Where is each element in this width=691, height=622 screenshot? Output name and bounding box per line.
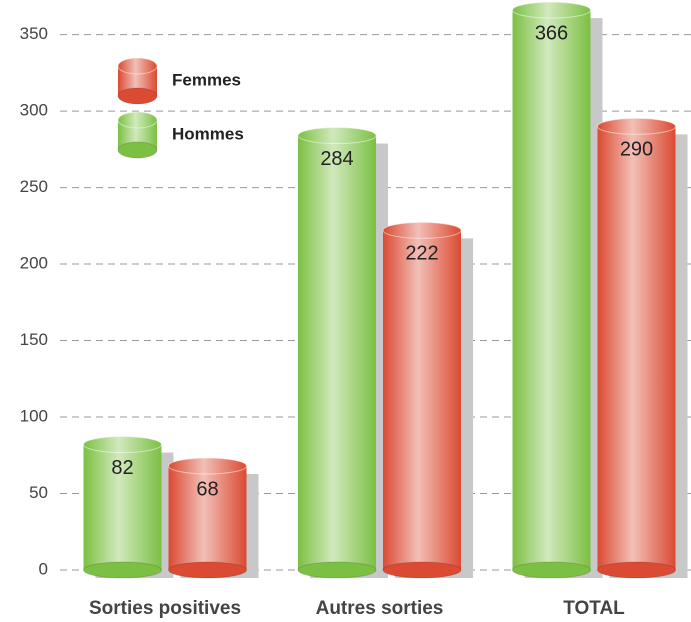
bar-top-shine — [383, 222, 461, 239]
legend-label: Hommes — [172, 124, 244, 143]
data-label: 222 — [405, 243, 438, 265]
bar-top-shine — [118, 112, 157, 128]
x-tick-label: Autres sorties — [316, 598, 444, 619]
y-tick-label: 250 — [20, 177, 48, 196]
bar-bottom — [382, 561, 462, 579]
data-label: 284 — [320, 148, 353, 170]
bar-bottom — [117, 141, 158, 159]
bar-bottom — [297, 561, 377, 579]
bar-shine — [298, 135, 376, 570]
bar-top-shine — [298, 127, 376, 144]
bar-bottom — [168, 561, 247, 579]
legend-label: Femmes — [172, 70, 241, 89]
bar-bottom — [597, 561, 676, 579]
bar-shine — [597, 126, 676, 570]
y-tick-label: 200 — [20, 254, 48, 273]
bar-bottom — [117, 87, 158, 105]
data-label: 82 — [111, 457, 133, 479]
bar-top-shine — [512, 2, 591, 19]
y-tick-label: 350 — [20, 24, 48, 43]
bar-shine — [168, 465, 247, 570]
bar-bottom — [83, 561, 162, 579]
bar-top-shine — [83, 436, 162, 453]
bar-bottom — [512, 561, 591, 579]
y-tick-label: 150 — [20, 330, 48, 349]
x-tick-label: Sorties positives — [89, 598, 241, 619]
data-label: 290 — [620, 139, 653, 161]
y-tick-label: 300 — [20, 101, 48, 120]
bar-shine — [83, 444, 162, 570]
bar-shine — [383, 230, 461, 570]
data-label: 68 — [196, 478, 218, 500]
x-tick-label: TOTAL — [563, 598, 625, 619]
bar-top-shine — [168, 457, 247, 474]
y-tick-label: 100 — [20, 407, 48, 426]
y-tick-label: 50 — [29, 483, 48, 502]
y-tick-label: 0 — [39, 559, 48, 578]
bar-top-shine — [597, 118, 676, 135]
data-label: 366 — [535, 22, 568, 44]
bar-top-shine — [118, 58, 157, 74]
bar-shine — [512, 10, 591, 571]
